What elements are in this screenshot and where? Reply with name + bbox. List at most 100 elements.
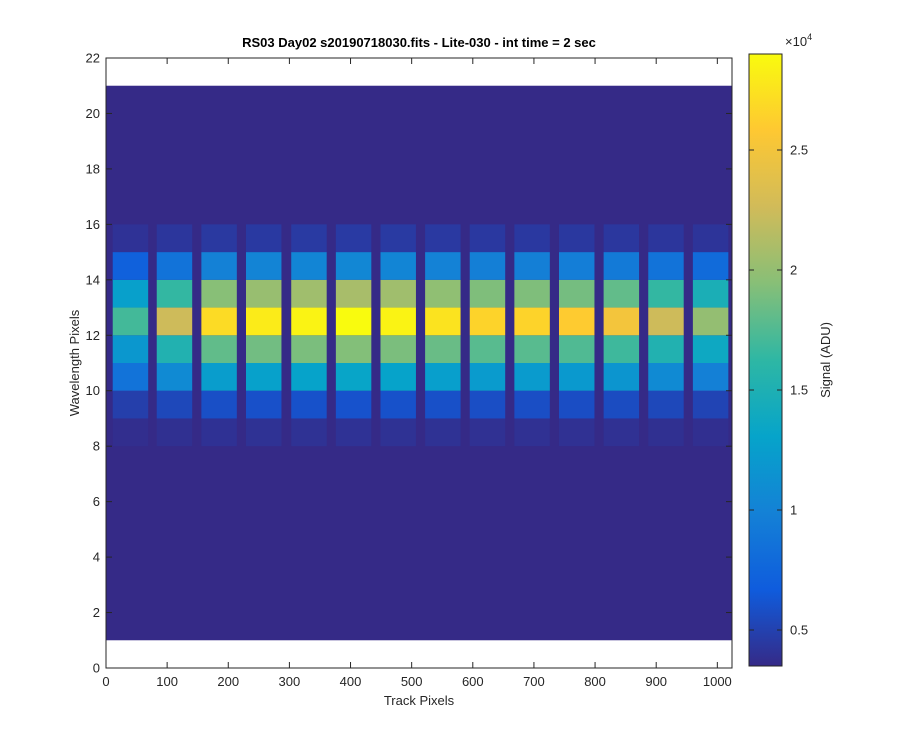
heatmap-cell xyxy=(692,390,729,419)
heatmap-cell xyxy=(558,224,595,253)
heatmap-cell xyxy=(469,390,506,419)
heatmap-cell xyxy=(648,279,684,308)
heatmap-cell xyxy=(648,418,684,447)
x-tick-label: 200 xyxy=(217,674,239,689)
heatmap-cell xyxy=(692,279,729,308)
heatmap-cell xyxy=(648,252,684,280)
heatmap-cell xyxy=(603,279,640,308)
heatmap-cell xyxy=(425,224,461,253)
heatmap-cell xyxy=(156,418,193,447)
heatmap-cell xyxy=(558,307,595,336)
heatmap-cell xyxy=(112,390,149,419)
heatmap-cell xyxy=(380,335,416,363)
heatmap-cell xyxy=(425,307,461,336)
heatmap-cell xyxy=(156,279,193,308)
x-axis-ticks: 0 100 200 300 400 500 600 700 800 900 1000 xyxy=(102,58,732,689)
y-tick-label: 16 xyxy=(86,217,100,232)
y-axis-label: Wavelength Pixels xyxy=(67,309,82,416)
heatmap-cell xyxy=(245,252,282,280)
heatmap-cell xyxy=(380,363,416,391)
x-tick-label: 700 xyxy=(523,674,545,689)
colorbar-tick-label: 0.5 xyxy=(790,623,808,638)
heatmap-cell xyxy=(469,307,506,336)
heatmap-cell xyxy=(201,307,237,336)
heatmap-cell xyxy=(425,418,461,447)
x-tick-label: 300 xyxy=(279,674,301,689)
colorbar-tick-label: 1.5 xyxy=(790,383,808,398)
heatmap-cell xyxy=(648,390,684,419)
heatmap-cell xyxy=(291,252,327,280)
heatmap-cell xyxy=(603,252,640,280)
heatmap-cell xyxy=(291,335,327,363)
heatmap-cell xyxy=(648,224,684,253)
x-tick-label: 0 xyxy=(102,674,109,689)
heatmap-cell xyxy=(558,279,595,308)
heatmap-cell xyxy=(291,307,327,336)
heatmap-cell xyxy=(112,307,149,336)
axes-box xyxy=(105,57,733,669)
heatmap-cell xyxy=(425,279,461,308)
x-tick-label: 600 xyxy=(462,674,484,689)
heatmap-cell xyxy=(558,335,595,363)
y-tick-label: 0 xyxy=(93,661,100,676)
heatmap-cell xyxy=(603,307,640,336)
y-tick-label: 14 xyxy=(86,272,100,287)
y-tick-label: 18 xyxy=(86,161,100,176)
heatmap-cell xyxy=(245,335,282,363)
heatmap-cell xyxy=(514,252,550,280)
heatmap-cell xyxy=(245,307,282,336)
heatmap-cell xyxy=(380,279,416,308)
heatmap-cell xyxy=(692,307,729,336)
y-axis-ticks: 0 2 4 6 8 10 12 14 16 18 20 22 xyxy=(86,51,732,676)
heatmap-cell xyxy=(692,335,729,363)
heatmap-cell xyxy=(469,252,506,280)
heatmap-cell xyxy=(425,252,461,280)
heatmap-cell xyxy=(469,335,506,363)
heatmap-cell xyxy=(514,335,550,363)
colorbar-tick-label: 1 xyxy=(790,503,797,518)
y-tick-label: 12 xyxy=(86,328,100,343)
y-tick-label: 10 xyxy=(86,383,100,398)
heatmap-cell xyxy=(380,307,416,336)
heatmap-cell xyxy=(201,418,237,447)
heatmap-cell xyxy=(514,279,550,308)
heatmap-cell xyxy=(469,363,506,391)
heatmap-cell xyxy=(112,224,149,253)
y-tick-label: 20 xyxy=(86,106,100,121)
heatmap-cell xyxy=(335,224,372,253)
heatmap-cell xyxy=(603,224,640,253)
y-tick-label: 6 xyxy=(93,494,100,509)
heatmap-cell xyxy=(603,335,640,363)
heatmap-cell xyxy=(201,363,237,391)
chart-title: RS03 Day02 s20190718030.fits - Lite-030 … xyxy=(242,35,596,50)
heatmap-cell xyxy=(558,390,595,419)
colorbar-gradient xyxy=(748,53,783,667)
heatmap-cell xyxy=(603,363,640,391)
colorbar-ticks: 0.5 1 1.5 2 2.5 xyxy=(749,143,808,638)
heatmap-cell xyxy=(335,307,372,336)
heatmap-cell xyxy=(245,224,282,253)
heatmap-cell xyxy=(380,418,416,447)
heatmap-cell xyxy=(335,390,372,419)
heatmap-cell xyxy=(648,335,684,363)
heatmap-cell xyxy=(245,279,282,308)
x-tick-label: 1000 xyxy=(703,674,732,689)
heatmap-cell xyxy=(558,252,595,280)
heatmap-cell xyxy=(558,363,595,391)
heatmap-cell xyxy=(335,363,372,391)
x-tick-label: 800 xyxy=(584,674,606,689)
heatmap-cell xyxy=(425,335,461,363)
heatmap-cell xyxy=(514,418,550,447)
heatmap-cell xyxy=(692,418,729,447)
heatmap-cell xyxy=(692,252,729,280)
x-tick-label: 400 xyxy=(340,674,362,689)
heatmap-cell xyxy=(692,224,729,253)
heatmap-cell xyxy=(469,418,506,447)
heatmap-cell xyxy=(425,363,461,391)
heatmap-cell xyxy=(156,224,193,253)
heatmap-cell xyxy=(558,418,595,447)
x-tick-label: 500 xyxy=(401,674,423,689)
heatmap-cell xyxy=(156,252,193,280)
colorbar-tick-label: 2 xyxy=(790,263,797,278)
